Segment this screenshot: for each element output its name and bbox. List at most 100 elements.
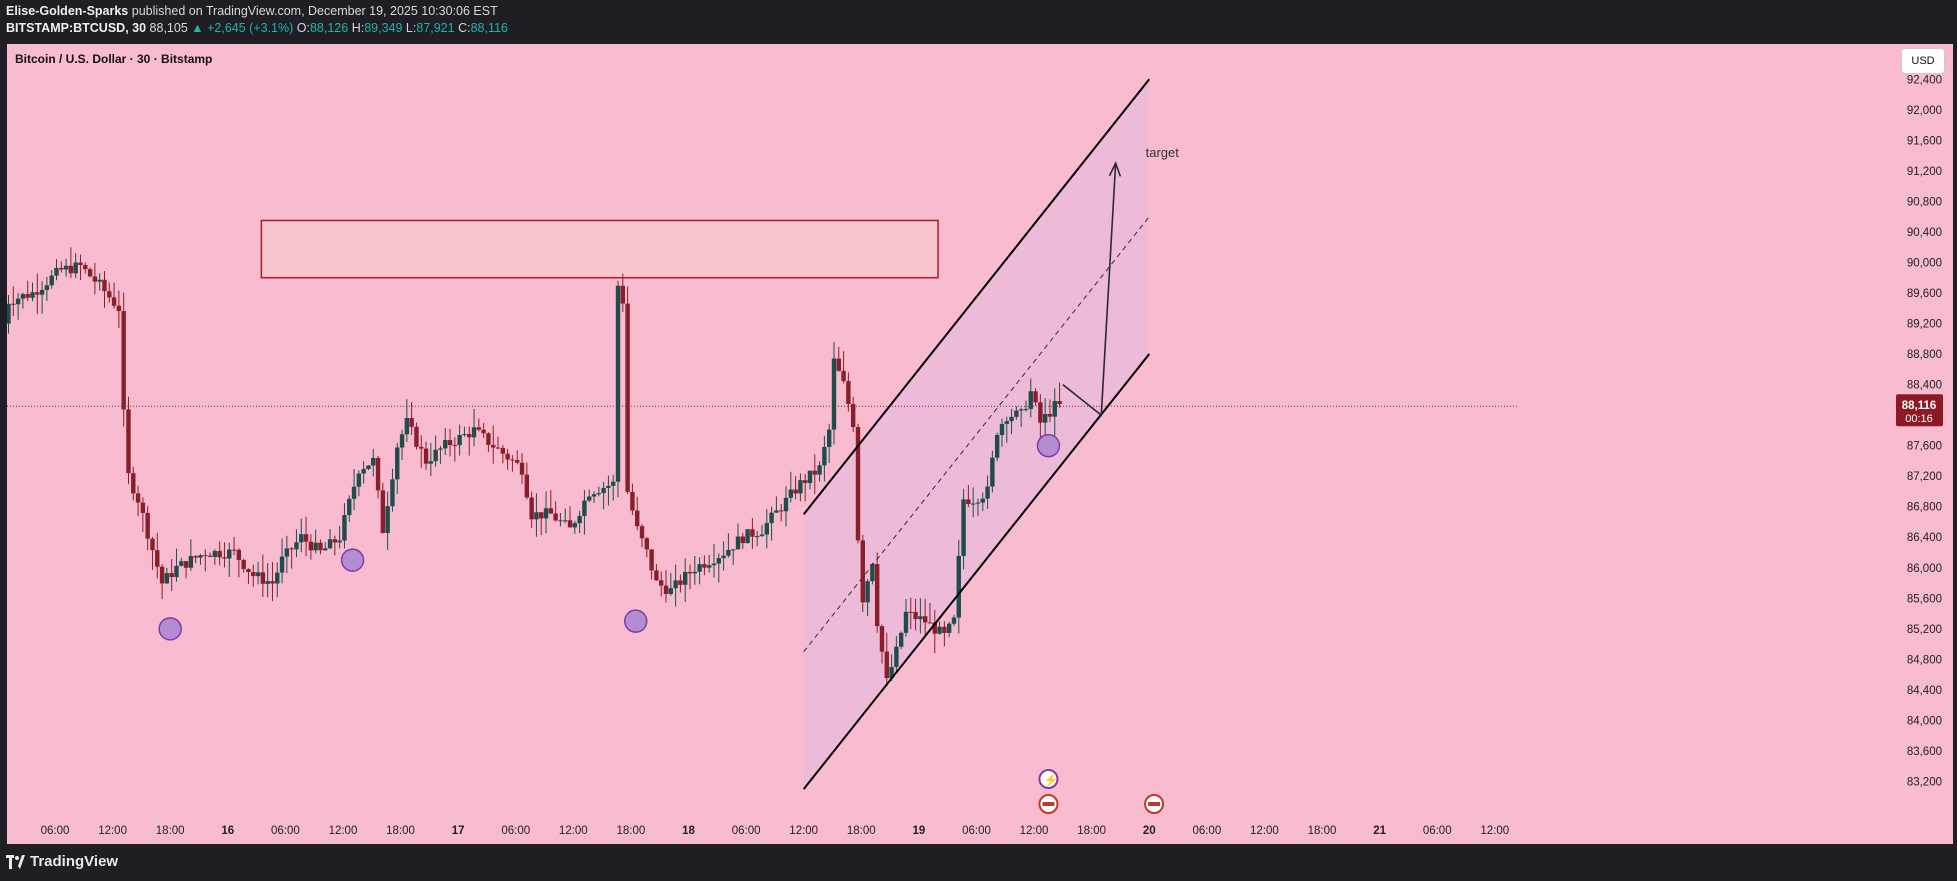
x-tick-label: 06:00: [41, 825, 70, 837]
swing-low-marker[interactable]: [340, 548, 365, 572]
candle-down: [635, 510, 640, 527]
y-tick-label: 84,000: [1907, 715, 1942, 727]
candle-down: [318, 542, 323, 551]
candle-up: [577, 515, 582, 524]
candle-down: [927, 622, 933, 624]
y-tick-label: 84,400: [1907, 685, 1942, 697]
candle-up: [817, 465, 822, 475]
candle-up: [596, 493, 602, 495]
y-tick-label: 90,000: [1907, 257, 1942, 269]
footer-bar: TradingView: [0, 844, 1957, 881]
candle-down: [25, 294, 30, 298]
candle-up: [822, 446, 827, 466]
candle-up: [903, 611, 909, 633]
candle-up: [572, 523, 578, 528]
candle-down: [539, 512, 544, 519]
y-tick-label: 90,400: [1907, 227, 1942, 239]
candle-down: [126, 409, 131, 474]
price-chart[interactable]: target ⚡ 83,200 83,600 84,000 84,400 84,800 85,…: [7, 44, 1953, 844]
swing-low-marker[interactable]: [623, 609, 648, 633]
x-tick-label: 06:00: [501, 825, 530, 837]
candle-down: [193, 556, 198, 558]
candle-down: [630, 491, 635, 511]
candle-up: [999, 423, 1005, 435]
y-tick-label: 91,600: [1907, 135, 1942, 147]
candle-down: [419, 446, 424, 449]
y-tick-label: 85,200: [1907, 624, 1942, 636]
author-name[interactable]: Elise-Golden-Sparks: [6, 4, 129, 18]
candle-up: [606, 485, 611, 488]
candle-up: [831, 358, 837, 430]
candle-up: [433, 449, 438, 462]
candle-up: [327, 539, 333, 549]
candle-down: [529, 497, 534, 520]
resistance-zone[interactable]: [260, 219, 939, 279]
high-value: 89,349: [364, 21, 403, 35]
candle-up: [591, 494, 597, 497]
candle-down: [778, 510, 784, 512]
x-tick-label: 18: [682, 825, 695, 837]
candle-down: [241, 559, 246, 570]
candle-down: [121, 311, 126, 410]
swing-low-marker[interactable]: [1036, 433, 1061, 458]
candle-up: [985, 486, 990, 499]
candle-up: [342, 515, 347, 541]
x-tick-label: 18:00: [156, 825, 185, 837]
tradingview-logo[interactable]: TradingView: [6, 853, 118, 870]
x-tick-label: 12:00: [1250, 825, 1279, 837]
candle-up: [735, 536, 741, 550]
candle-up: [323, 548, 328, 551]
candle-up: [731, 549, 736, 551]
candle-down: [414, 426, 419, 447]
candle-up: [788, 489, 793, 498]
symbol-label: BITSTAMP:BTCUSD, 30: [6, 21, 147, 35]
candle-up: [615, 285, 621, 482]
candle-up: [534, 512, 539, 520]
y-tick-label: 85,600: [1907, 593, 1942, 605]
channel-upper-line[interactable]: [802, 78, 1151, 515]
currency-button[interactable]: USD: [1901, 48, 1945, 74]
candle-down: [476, 427, 482, 430]
candle-down: [116, 305, 122, 312]
channel-lower-line[interactable]: [802, 353, 1151, 790]
y-tick-label: 86,800: [1907, 502, 1942, 514]
y-tick-label: 90,800: [1907, 196, 1942, 208]
candle-up: [543, 508, 549, 519]
candle-down: [131, 473, 136, 494]
candle-up: [587, 496, 592, 501]
candle-down: [519, 462, 525, 475]
channel-mid-line[interactable]: [803, 216, 1150, 653]
candle-down: [639, 526, 645, 539]
candle-down: [111, 297, 117, 306]
x-tick-label: 18:00: [847, 825, 876, 837]
projection-arrowhead: [1108, 161, 1122, 177]
candle-up: [337, 540, 342, 543]
candle-up: [783, 497, 789, 512]
flash-event-icon[interactable]: [1038, 769, 1059, 789]
low-value: 87,921: [416, 21, 455, 35]
candle-up: [30, 292, 35, 298]
candle-up: [961, 499, 966, 556]
chart-area[interactable]: target ⚡ 83,200 83,600 84,000 84,400 84,800 85,…: [7, 44, 1953, 844]
candle-down: [68, 265, 74, 274]
candle-up: [198, 555, 203, 558]
chart-title: Bitcoin / U.S. Dollar · 30 · Bitstamp: [15, 52, 213, 66]
candle-down: [548, 508, 554, 514]
candle-down: [913, 611, 918, 620]
x-tick-label: 12:00: [789, 825, 818, 837]
candle-down: [874, 564, 880, 627]
candle-down: [500, 448, 506, 454]
y-tick-label: 88,800: [1907, 349, 1942, 361]
candle-up: [1018, 409, 1024, 411]
candle-down: [932, 622, 937, 634]
candle-down: [140, 502, 146, 513]
candle-up: [284, 548, 290, 557]
last-price-tag: [1896, 394, 1943, 427]
projection-path[interactable]: [1062, 163, 1117, 417]
candle-down: [380, 490, 386, 533]
swing-low-marker[interactable]: [158, 617, 182, 641]
candle-up: [188, 556, 194, 568]
tradingview-brand: TradingView: [30, 853, 119, 870]
candle-down: [481, 429, 486, 434]
candle-down: [169, 573, 174, 578]
